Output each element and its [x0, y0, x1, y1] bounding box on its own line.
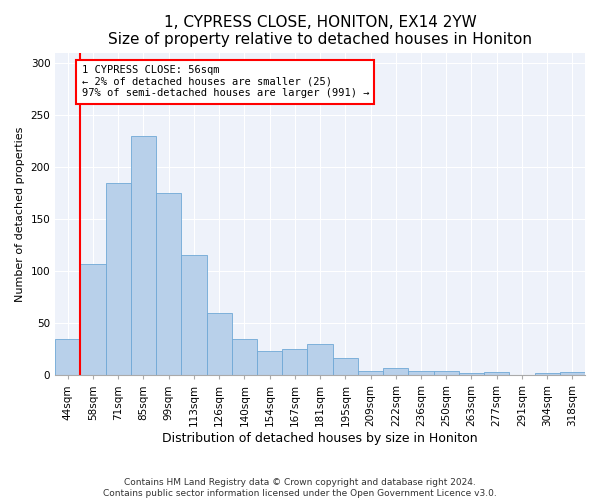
Text: Contains HM Land Registry data © Crown copyright and database right 2024.
Contai: Contains HM Land Registry data © Crown c…	[103, 478, 497, 498]
X-axis label: Distribution of detached houses by size in Honiton: Distribution of detached houses by size …	[162, 432, 478, 445]
Bar	[535, 373, 560, 376]
Bar	[131, 136, 156, 376]
Bar	[358, 371, 383, 376]
Bar	[560, 372, 585, 376]
Bar	[383, 368, 409, 376]
Bar	[232, 339, 257, 376]
Bar	[307, 344, 332, 376]
Bar	[434, 371, 459, 376]
Bar	[106, 183, 131, 376]
Bar	[181, 254, 206, 376]
Bar	[257, 352, 282, 376]
Text: 1 CYPRESS CLOSE: 56sqm
← 2% of detached houses are smaller (25)
97% of semi-deta: 1 CYPRESS CLOSE: 56sqm ← 2% of detached …	[82, 65, 369, 98]
Bar	[80, 264, 106, 376]
Title: 1, CYPRESS CLOSE, HONITON, EX14 2YW
Size of property relative to detached houses: 1, CYPRESS CLOSE, HONITON, EX14 2YW Size…	[108, 15, 532, 48]
Bar	[332, 358, 358, 376]
Bar	[484, 372, 509, 376]
Y-axis label: Number of detached properties: Number of detached properties	[15, 126, 25, 302]
Bar	[282, 350, 307, 376]
Bar	[206, 313, 232, 376]
Bar	[55, 339, 80, 376]
Bar	[459, 373, 484, 376]
Bar	[156, 193, 181, 376]
Bar	[409, 371, 434, 376]
